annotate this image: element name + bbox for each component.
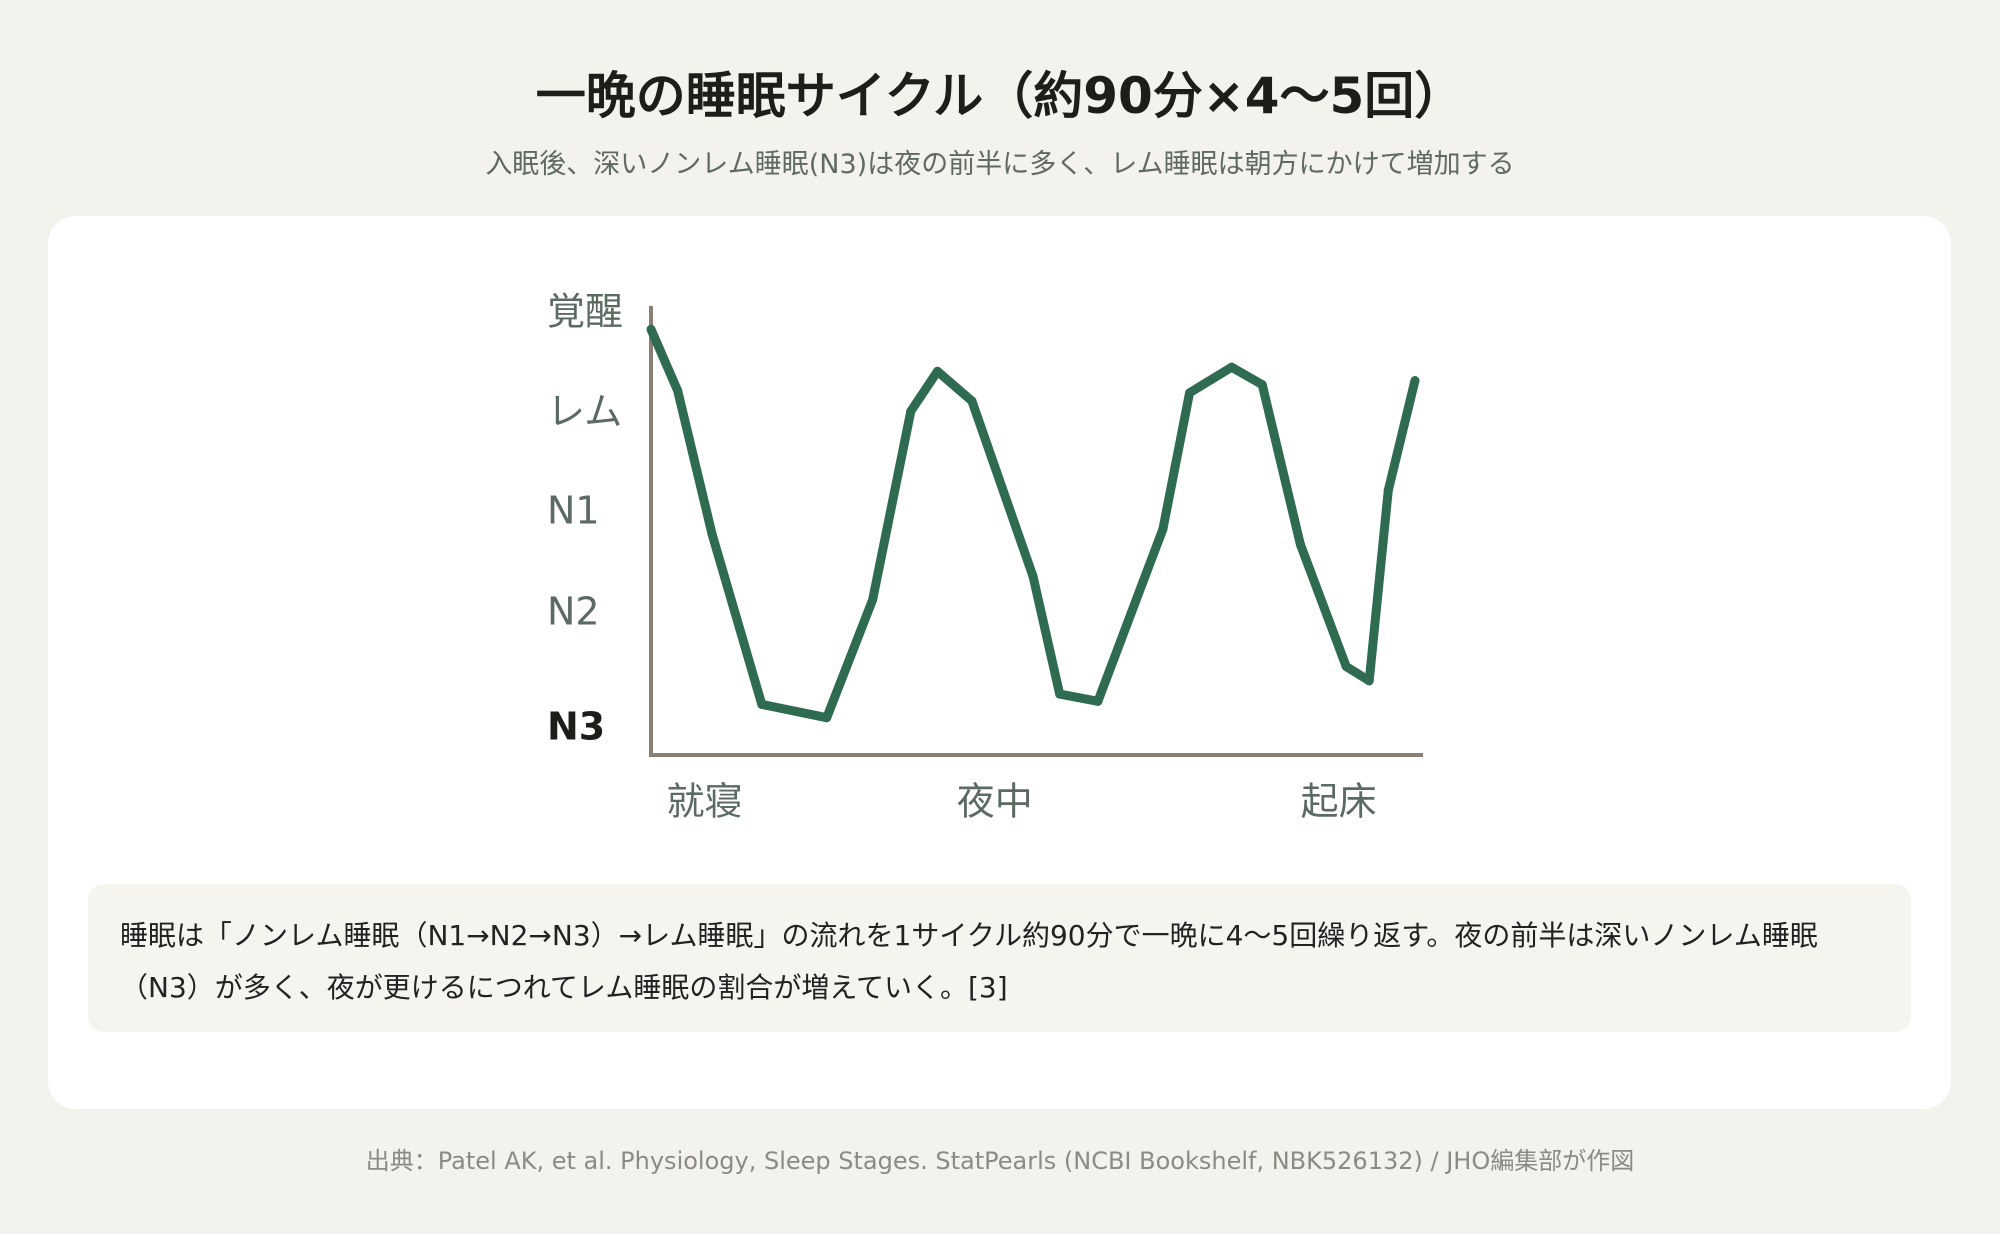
x-tick-label: 夜中 <box>957 780 1033 824</box>
y-tick-label: N1 <box>547 489 600 533</box>
data-point <box>757 699 767 709</box>
data-point <box>1341 661 1351 671</box>
explanation-note: 睡眠は「ノンレム睡眠（N1→N2→N3）→レム睡眠」の流れを1サイクル約90分で… <box>88 884 1911 1032</box>
data-point <box>1227 362 1237 372</box>
data-point <box>906 406 916 416</box>
data-point <box>1364 676 1374 686</box>
data-point <box>1028 571 1038 581</box>
data-point <box>707 529 717 539</box>
y-tick-label: N3 <box>547 705 605 749</box>
data-points <box>646 324 1420 723</box>
y-tick-label: N2 <box>547 590 600 634</box>
data-point <box>1295 540 1305 549</box>
chart-subtitle: 入眠後、深いノンレム睡眠(N3)は夜の前半に多く、レム睡眠は朝方にかけて増加する <box>485 149 1515 180</box>
data-point <box>933 366 942 376</box>
y-tick-label: レム <box>547 390 622 434</box>
data-point <box>868 595 878 605</box>
y-axis-ticks: N3 N2 N1 レム 覚醒 <box>547 290 623 749</box>
data-point <box>1410 376 1420 385</box>
x-tick-label: 起床 <box>1301 780 1377 824</box>
source-citation: 出典：Patel AK, et al. Physiology, Sleep St… <box>365 1147 1635 1175</box>
hypnogram-chart: N3 N2 N1 レム 覚醒 就寝 夜中 起床 <box>547 290 1423 824</box>
series-line-sleep-stage <box>646 327 1420 723</box>
data-point <box>822 713 832 723</box>
data-point <box>1093 696 1103 706</box>
x-axis-ticks: 就寝 夜中 起床 <box>666 780 1376 824</box>
data-point <box>646 324 656 334</box>
data-point <box>967 396 977 406</box>
data-point <box>1158 524 1168 534</box>
data-point <box>1383 485 1393 495</box>
chart-title: 一晩の睡眠サイクル（約90分×4〜5回） <box>535 67 1465 125</box>
data-point <box>1257 380 1267 390</box>
data-point <box>1055 689 1065 699</box>
data-point <box>1185 388 1195 398</box>
chart-card: N3 N2 N1 レム 覚醒 就寝 夜中 起床 睡眠は「ノンレム睡眠（N1→N2→N3）→レ… <box>48 216 1951 1109</box>
x-tick-label: 就寝 <box>666 780 742 824</box>
y-tick-label: 覚醒 <box>547 290 623 334</box>
data-point <box>673 386 683 396</box>
